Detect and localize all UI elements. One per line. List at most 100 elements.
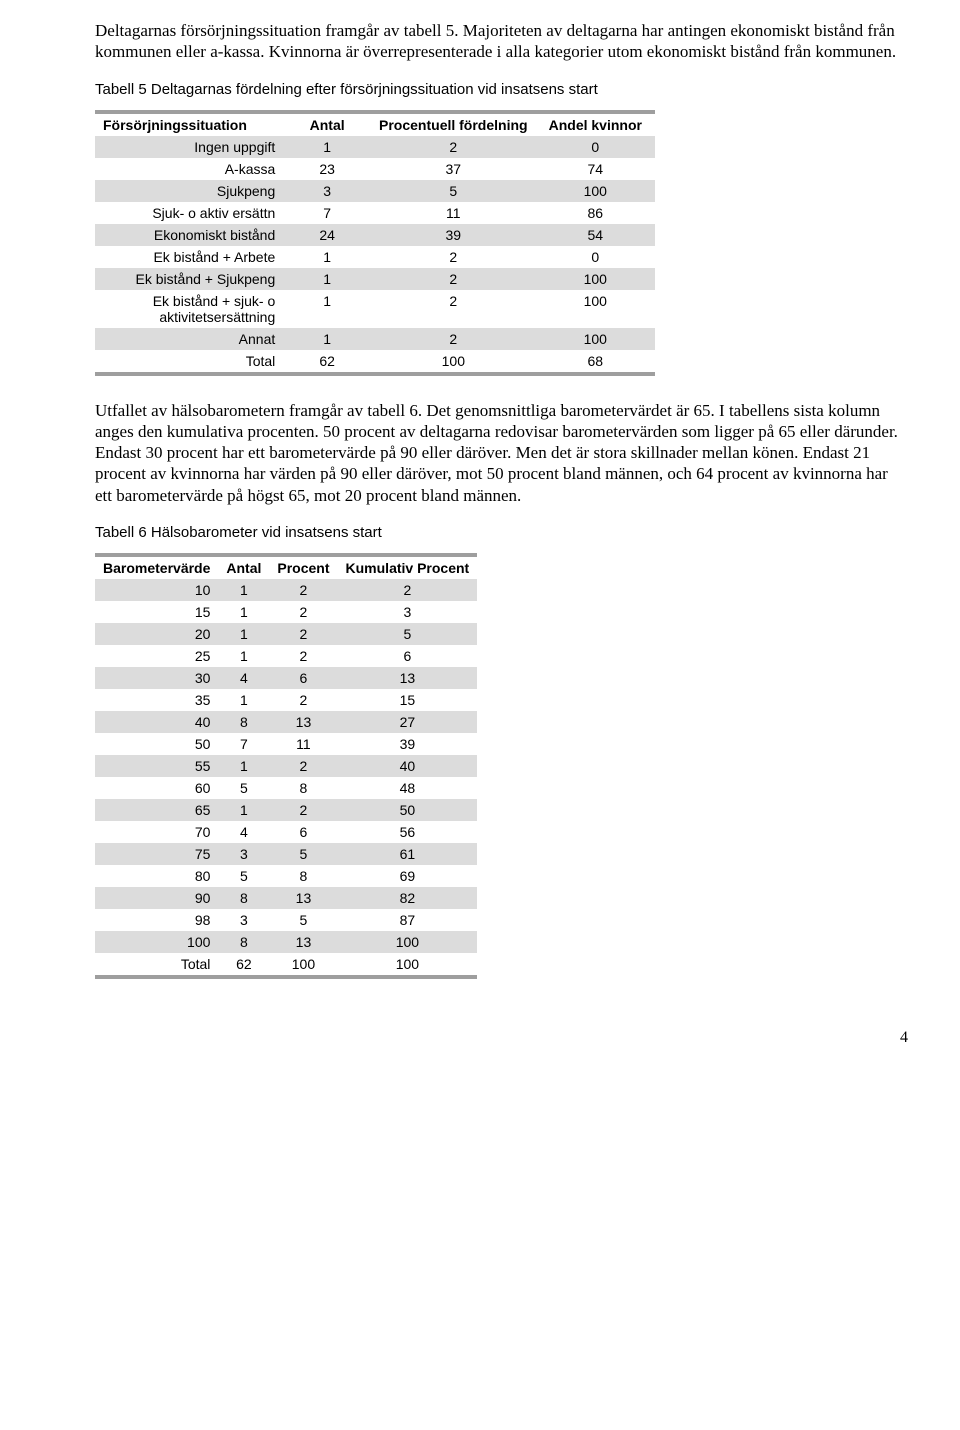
cell-antal: 1	[283, 290, 371, 328]
cell-label: Ekonomiskt bistånd	[95, 224, 283, 246]
cell-antal: 1	[218, 755, 269, 777]
cell-value: 10	[95, 579, 218, 601]
cell-antal: 7	[218, 733, 269, 755]
cell-percent: 6	[269, 821, 337, 843]
cell-antal: 7	[283, 202, 371, 224]
table-row: 753561	[95, 843, 477, 865]
table-row: Ekonomiskt bistånd243954	[95, 224, 655, 246]
page-number: 4	[95, 1029, 908, 1047]
cell-value: 70	[95, 821, 218, 843]
cell-percent: 2	[371, 328, 536, 350]
cell-kvinnor: 74	[536, 158, 655, 180]
cell-label: Ek bistånd + Sjukpeng	[95, 268, 283, 290]
cell-cumulative: 40	[338, 755, 478, 777]
cell-cumulative: 39	[338, 733, 478, 755]
cell-value: 80	[95, 865, 218, 887]
cell-label: Total	[95, 350, 283, 374]
table-row: 4081327	[95, 711, 477, 733]
cell-kvinnor: 54	[536, 224, 655, 246]
cell-percent: 100	[371, 350, 536, 374]
cell-cumulative: 48	[338, 777, 478, 799]
cell-percent: 2	[269, 601, 337, 623]
table-row: Annat12100	[95, 328, 655, 350]
cell-label: Ek bistånd + sjuk- o aktivitetsersättnin…	[95, 290, 283, 328]
table-row: Ingen uppgift120	[95, 136, 655, 158]
cell-percent: 2	[269, 623, 337, 645]
cell-kvinnor: 86	[536, 202, 655, 224]
cell-value: 25	[95, 645, 218, 667]
cell-antal: 1	[218, 601, 269, 623]
cell-percent: 11	[371, 202, 536, 224]
table-row: 605848	[95, 777, 477, 799]
cell-antal: 4	[218, 821, 269, 843]
cell-antal: 1	[218, 689, 269, 711]
cell-value: 75	[95, 843, 218, 865]
cell-label: Annat	[95, 328, 283, 350]
cell-antal: 5	[218, 865, 269, 887]
table5-header-antal: Antal	[283, 112, 371, 136]
cell-percent: 2	[269, 799, 337, 821]
cell-kvinnor: 100	[536, 268, 655, 290]
cell-cumulative: 50	[338, 799, 478, 821]
cell-percent: 2	[371, 268, 536, 290]
cell-percent: 37	[371, 158, 536, 180]
table-row: Ek bistånd + sjuk- o aktivitetsersättnin…	[95, 290, 655, 328]
table-row: 10122	[95, 579, 477, 601]
cell-cumulative: 13	[338, 667, 478, 689]
cell-kvinnor: 100	[536, 328, 655, 350]
cell-value: Total	[95, 953, 218, 977]
cell-cumulative: 27	[338, 711, 478, 733]
cell-cumulative: 15	[338, 689, 478, 711]
cell-percent: 13	[269, 931, 337, 953]
cell-antal: 8	[218, 931, 269, 953]
cell-percent: 39	[371, 224, 536, 246]
cell-antal: 3	[283, 180, 371, 202]
table-row: Total6210068	[95, 350, 655, 374]
cell-value: 60	[95, 777, 218, 799]
cell-percent: 2	[269, 689, 337, 711]
table-row: Sjukpeng35100	[95, 180, 655, 202]
table6-header-cumulative: Kumulativ Procent	[338, 555, 478, 579]
cell-cumulative: 69	[338, 865, 478, 887]
cell-cumulative: 5	[338, 623, 478, 645]
cell-antal: 62	[283, 350, 371, 374]
table-row: 304613	[95, 667, 477, 689]
cell-percent: 2	[371, 136, 536, 158]
cell-antal: 4	[218, 667, 269, 689]
cell-cumulative: 6	[338, 645, 478, 667]
cell-percent: 5	[269, 909, 337, 931]
cell-cumulative: 3	[338, 601, 478, 623]
cell-cumulative: 100	[338, 931, 478, 953]
table6-header-percent: Procent	[269, 555, 337, 579]
cell-kvinnor: 100	[536, 180, 655, 202]
table-row: 25126	[95, 645, 477, 667]
cell-cumulative: 82	[338, 887, 478, 909]
table-row: 9081382	[95, 887, 477, 909]
cell-kvinnor: 0	[536, 246, 655, 268]
cell-kvinnor: 68	[536, 350, 655, 374]
table-row: 100813100	[95, 931, 477, 953]
table6-header-antal: Antal	[218, 555, 269, 579]
cell-cumulative: 56	[338, 821, 478, 843]
cell-label: A-kassa	[95, 158, 283, 180]
cell-antal: 62	[218, 953, 269, 977]
table5-header-percent: Procentuell fördelning	[371, 112, 536, 136]
cell-percent: 6	[269, 667, 337, 689]
cell-kvinnor: 100	[536, 290, 655, 328]
cell-antal: 3	[218, 843, 269, 865]
table-row: 551240	[95, 755, 477, 777]
cell-antal: 1	[283, 136, 371, 158]
cell-antal: 1	[218, 623, 269, 645]
cell-value: 98	[95, 909, 218, 931]
cell-kvinnor: 0	[536, 136, 655, 158]
cell-value: 20	[95, 623, 218, 645]
cell-antal: 1	[218, 645, 269, 667]
cell-percent: 5	[371, 180, 536, 202]
cell-antal: 24	[283, 224, 371, 246]
table6: Barometervärde Antal Procent Kumulativ P…	[95, 553, 477, 979]
cell-percent: 100	[269, 953, 337, 977]
table-row: Ek bistånd + Arbete120	[95, 246, 655, 268]
cell-value: 35	[95, 689, 218, 711]
table5-caption: Tabell 5 Deltagarnas fördelning efter fö…	[95, 81, 908, 98]
cell-percent: 13	[269, 711, 337, 733]
